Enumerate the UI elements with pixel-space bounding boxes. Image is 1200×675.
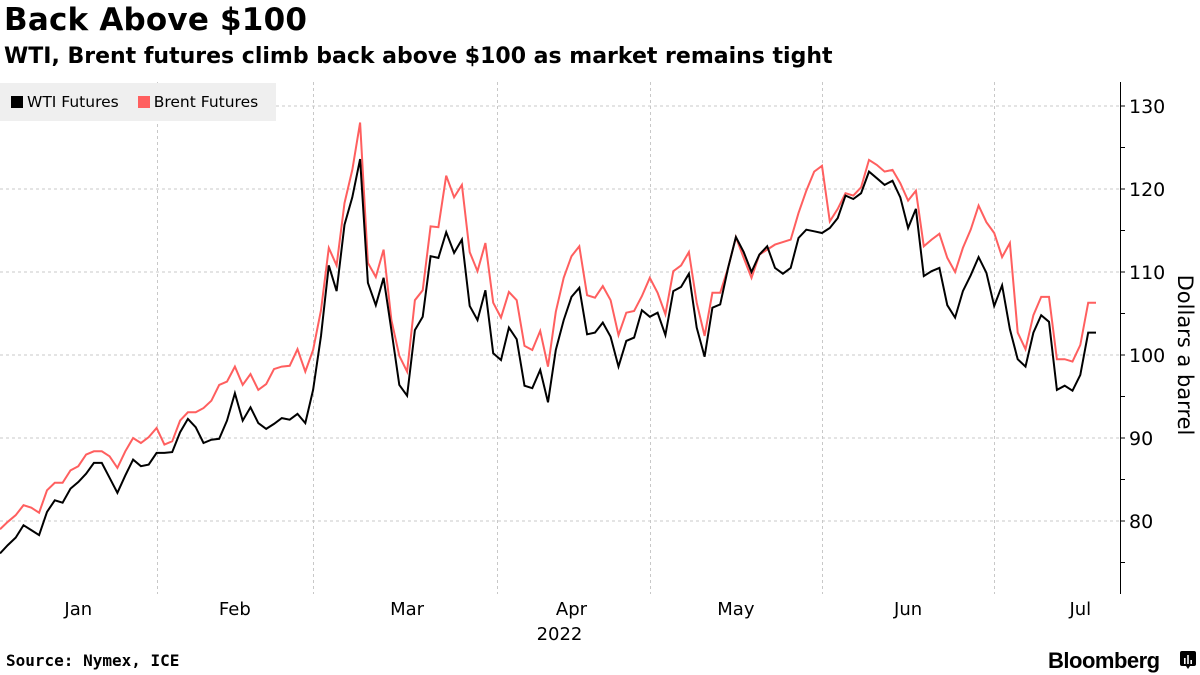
y-tick-label-120: 120 bbox=[1129, 179, 1165, 201]
y-tick-label-130: 130 bbox=[1129, 96, 1165, 118]
chart-subtitle: WTI, Brent futures climb back above $100… bbox=[4, 44, 833, 69]
legend-swatch-wti bbox=[11, 96, 23, 108]
legend-item-wti: WTI Futures bbox=[11, 93, 119, 111]
y-axis: 80 90 100 110 120 130 Dollars a barrel bbox=[1120, 82, 1197, 594]
y-tick-label-80: 80 bbox=[1129, 511, 1153, 533]
x-tick-label-feb: Feb bbox=[219, 599, 251, 620]
x-axis-labels: Jan Feb Mar Apr May Jun Jul 2022 bbox=[63, 599, 1091, 645]
y-tick-label-90: 90 bbox=[1129, 428, 1153, 450]
x-tick-label-apr: Apr bbox=[556, 599, 588, 620]
y-tick-label-100: 100 bbox=[1129, 345, 1165, 367]
legend-label-brent: Brent Futures bbox=[153, 93, 259, 111]
x-tick-label-mar: Mar bbox=[390, 599, 425, 620]
x-tick-label-may: May bbox=[717, 599, 755, 620]
bloomberg-chart-icon bbox=[1180, 651, 1196, 669]
brent-futures-line bbox=[0, 122, 1096, 531]
legend-label-wti: WTI Futures bbox=[27, 93, 119, 111]
x-tick-label-jan: Jan bbox=[63, 599, 92, 620]
x-tick-label-jul: Jul bbox=[1068, 599, 1091, 620]
legend: WTI Futures Brent Futures bbox=[0, 83, 276, 121]
wti-futures-line bbox=[0, 158, 1096, 555]
legend-item-brent: Brent Futures bbox=[137, 93, 259, 111]
legend-swatch-brent bbox=[137, 96, 150, 108]
bloomberg-logo: Bloomberg bbox=[1048, 648, 1160, 673]
y-axis-label: Dollars a barrel bbox=[1173, 275, 1197, 436]
source-note: Source: Nymex, ICE bbox=[6, 651, 180, 670]
x-year-label: 2022 bbox=[537, 624, 583, 645]
series-lines bbox=[0, 122, 1096, 555]
x-tick-label-jun: Jun bbox=[893, 599, 922, 620]
chart-title: Back Above $100 bbox=[4, 2, 308, 38]
y-tick-label-110: 110 bbox=[1129, 262, 1165, 284]
